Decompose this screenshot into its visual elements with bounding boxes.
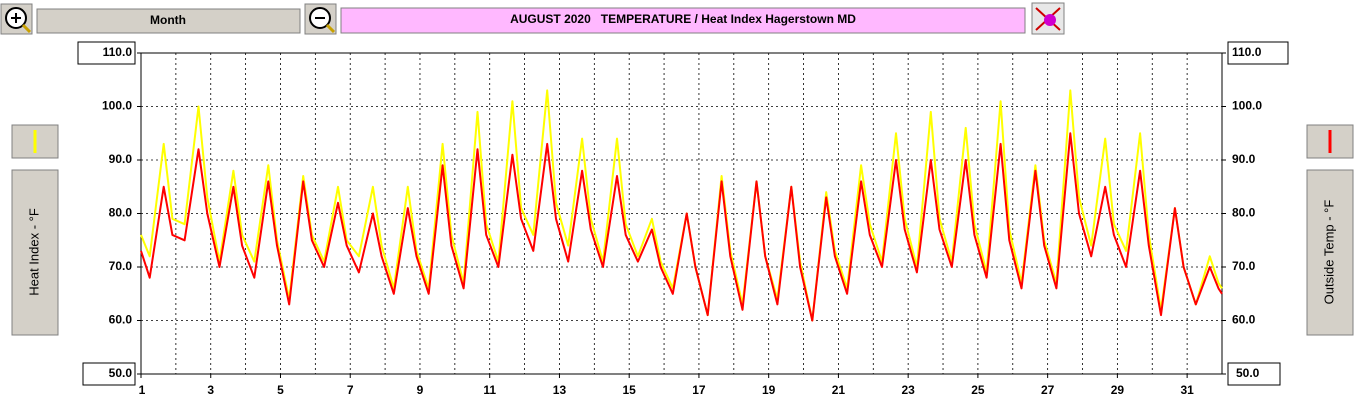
zoom-in-button[interactable]: [0, 3, 33, 35]
x-tick-label: 23: [901, 383, 915, 397]
x-tick-label: 13: [553, 383, 567, 397]
chart-title: AUGUST 2020 TEMPERATURE / Heat Index Hag…: [510, 12, 856, 26]
y-tick-label: 100.0: [102, 99, 132, 113]
y-tick-label: 60.0: [1232, 313, 1256, 327]
x-tick-label: 11: [483, 383, 496, 397]
x-tick-label: 21: [832, 383, 846, 397]
tick-label-box: [1227, 362, 1281, 386]
y-tick-label: 90.0: [109, 152, 133, 166]
period-button[interactable]: [36, 8, 301, 34]
x-tick-label: 17: [692, 383, 706, 397]
settings-button[interactable]: [1031, 2, 1065, 35]
x-tick-label: 27: [1041, 383, 1055, 397]
tick-label-box: [82, 362, 136, 386]
series-line: [140, 132, 1223, 322]
zoom-out-button[interactable]: [304, 3, 337, 35]
y-tick-label: 100.0: [1232, 99, 1262, 113]
y-tick-label: 50.0: [1236, 366, 1260, 380]
x-tick-label: 31: [1180, 383, 1194, 397]
right-axis-label-box: [1306, 169, 1354, 336]
y-tick-label: 80.0: [109, 206, 133, 220]
x-tick-label: 9: [417, 383, 424, 397]
x-tick-label: 15: [623, 383, 637, 397]
left-axis-label-box: [11, 169, 59, 336]
y-tick-label: 110.0: [103, 45, 133, 59]
x-tick-label: 1: [139, 383, 146, 397]
x-tick-label: 19: [762, 383, 776, 397]
y-tick-label: 70.0: [109, 259, 133, 273]
period-label: Month: [150, 13, 186, 27]
tick-label-box: [77, 41, 136, 65]
title-box: [340, 7, 1026, 34]
x-tick-label: 25: [971, 383, 985, 397]
y-tick-label: 70.0: [1232, 259, 1256, 273]
axis-label: Heat Index - °F: [26, 208, 41, 296]
tick-label-box: [1227, 41, 1289, 65]
axis-label: Outside Temp - °F: [1321, 200, 1336, 305]
y-tick-label: 90.0: [1232, 152, 1256, 166]
y-tick-label: 60.0: [109, 313, 133, 327]
x-tick-label: 29: [1111, 383, 1125, 397]
x-tick-label: 5: [277, 383, 284, 397]
x-tick-label: 7: [347, 383, 354, 397]
y-tick-label: 110.0: [1232, 45, 1262, 59]
x-tick-label: 3: [207, 383, 214, 397]
y-tick-label: 50.0: [109, 366, 133, 380]
y-tick-label: 80.0: [1232, 206, 1256, 220]
